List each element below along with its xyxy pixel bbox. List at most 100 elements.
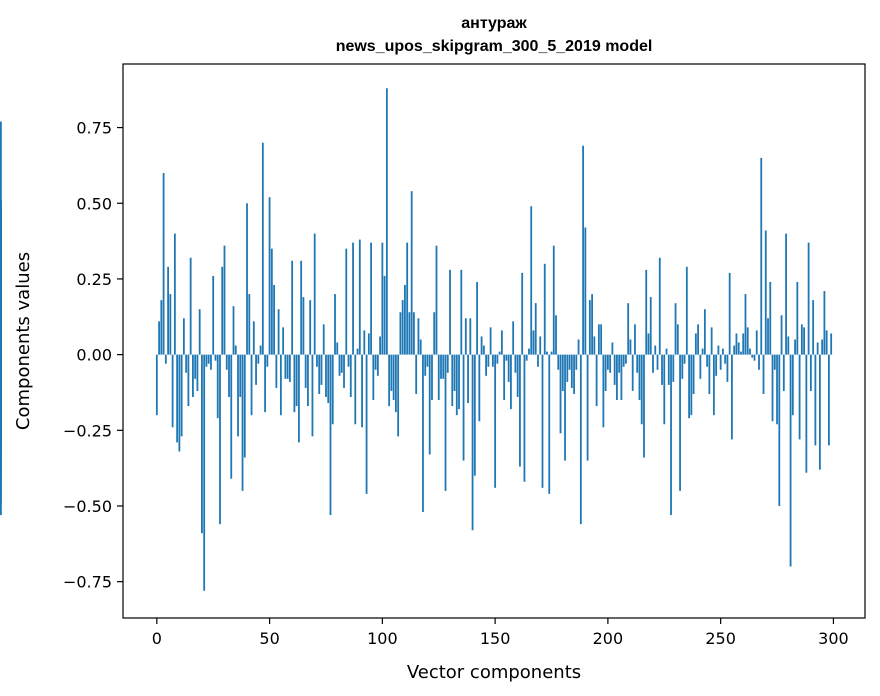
x-tick-label-2: 100 [367,629,398,648]
bar-94 [367,333,370,355]
bar-228 [670,354,672,516]
bar-220 [652,354,654,373]
bar-236 [688,354,690,419]
bar-167 [532,330,535,355]
bar-133 [455,354,458,416]
y-axis-ticks: −0.75 −0.50 −0.25 0.00 0.25 0.50 0.75 [63,119,123,592]
bar-237 [690,354,693,416]
bar-266 [755,330,758,355]
bar-173 [546,351,548,355]
bar-97 [374,354,377,370]
bar-226 [665,348,668,355]
bar-233 [681,354,684,379]
bar-197 [600,324,603,355]
bar-198 [602,354,605,428]
bar-13 [185,354,188,373]
bar-195 [595,354,598,407]
bar-4 [164,354,167,364]
bar-81 [338,354,341,376]
bar-241 [699,354,702,379]
bar-186 [575,354,578,370]
bar-289 [807,242,810,355]
bar-61 [293,354,296,413]
bar-148 [489,327,492,355]
bar-75 [325,354,327,397]
bar-165 [528,348,530,355]
bar-55 [279,354,282,416]
bar-284 [796,281,799,355]
y-tick-label-1: −0.50 [63,497,112,516]
bar-73 [320,354,323,385]
bar-286 [800,324,803,355]
bar-103 [388,354,391,407]
bar-244 [706,354,709,367]
bar-77 [329,354,332,516]
bar-24 [210,354,212,370]
x-tick-label-6: 300 [818,629,849,648]
bar-115 [415,354,418,394]
bar-254 [728,272,731,355]
bar-101 [383,275,386,355]
bar-87 [352,242,354,355]
bar-72 [318,354,321,394]
bar-147 [487,354,490,367]
bar-37 [239,354,242,397]
bar-219 [649,297,652,355]
bar-287 [803,327,805,355]
bar-109 [401,300,404,355]
y-tick-label-6: 0.75 [76,119,112,138]
bar-32 [228,354,230,397]
bar-95 [370,242,372,355]
bar-66 [304,354,307,388]
bar-100 [381,242,384,355]
bar-209 [627,303,630,355]
bar-10 [178,354,181,452]
bar-175 [550,351,553,355]
bar-181 [564,354,566,461]
bar-136 [462,354,465,461]
bar-235 [685,266,688,355]
bar-22 [205,354,208,367]
bar-20 [201,354,203,534]
bar-161 [519,354,521,467]
bar-143 [478,354,481,422]
x-axis-ticks: 0 50 100 150 200 250 300 [152,618,849,648]
bar-240 [697,324,699,355]
bar-34 [232,306,235,355]
bar-184 [570,354,573,388]
bar-178 [557,354,560,370]
bar-383 [0,248,2,355]
bar-238 [692,354,695,394]
bar-217 [645,269,648,355]
bar-15 [189,257,192,355]
bar-58 [286,354,289,379]
bar-86 [349,354,352,397]
bar-243 [703,309,706,355]
chart-title: антураж [461,15,527,32]
bar-84 [345,248,348,355]
bar-129 [446,354,449,373]
bar-47 [261,142,264,355]
bar-222 [656,354,659,370]
bar-258 [737,342,740,355]
bar-265 [753,354,756,361]
bar-157 [510,354,512,410]
bar-116 [417,318,420,355]
bar-252 [724,354,727,364]
bar-17 [194,354,197,379]
bar-170 [539,336,542,355]
bar-41 [248,294,251,355]
bar-230 [674,303,677,355]
bar-68 [309,300,312,355]
bar-40 [246,203,248,355]
bar-113 [410,191,413,355]
bar-33 [230,354,233,479]
bar-23 [207,354,210,364]
bar-26 [214,354,217,361]
bar-50 [268,197,271,355]
bar-275 [776,354,778,425]
bar-1 [158,321,160,355]
bars-group [0,88,833,591]
bar-120 [426,354,429,367]
